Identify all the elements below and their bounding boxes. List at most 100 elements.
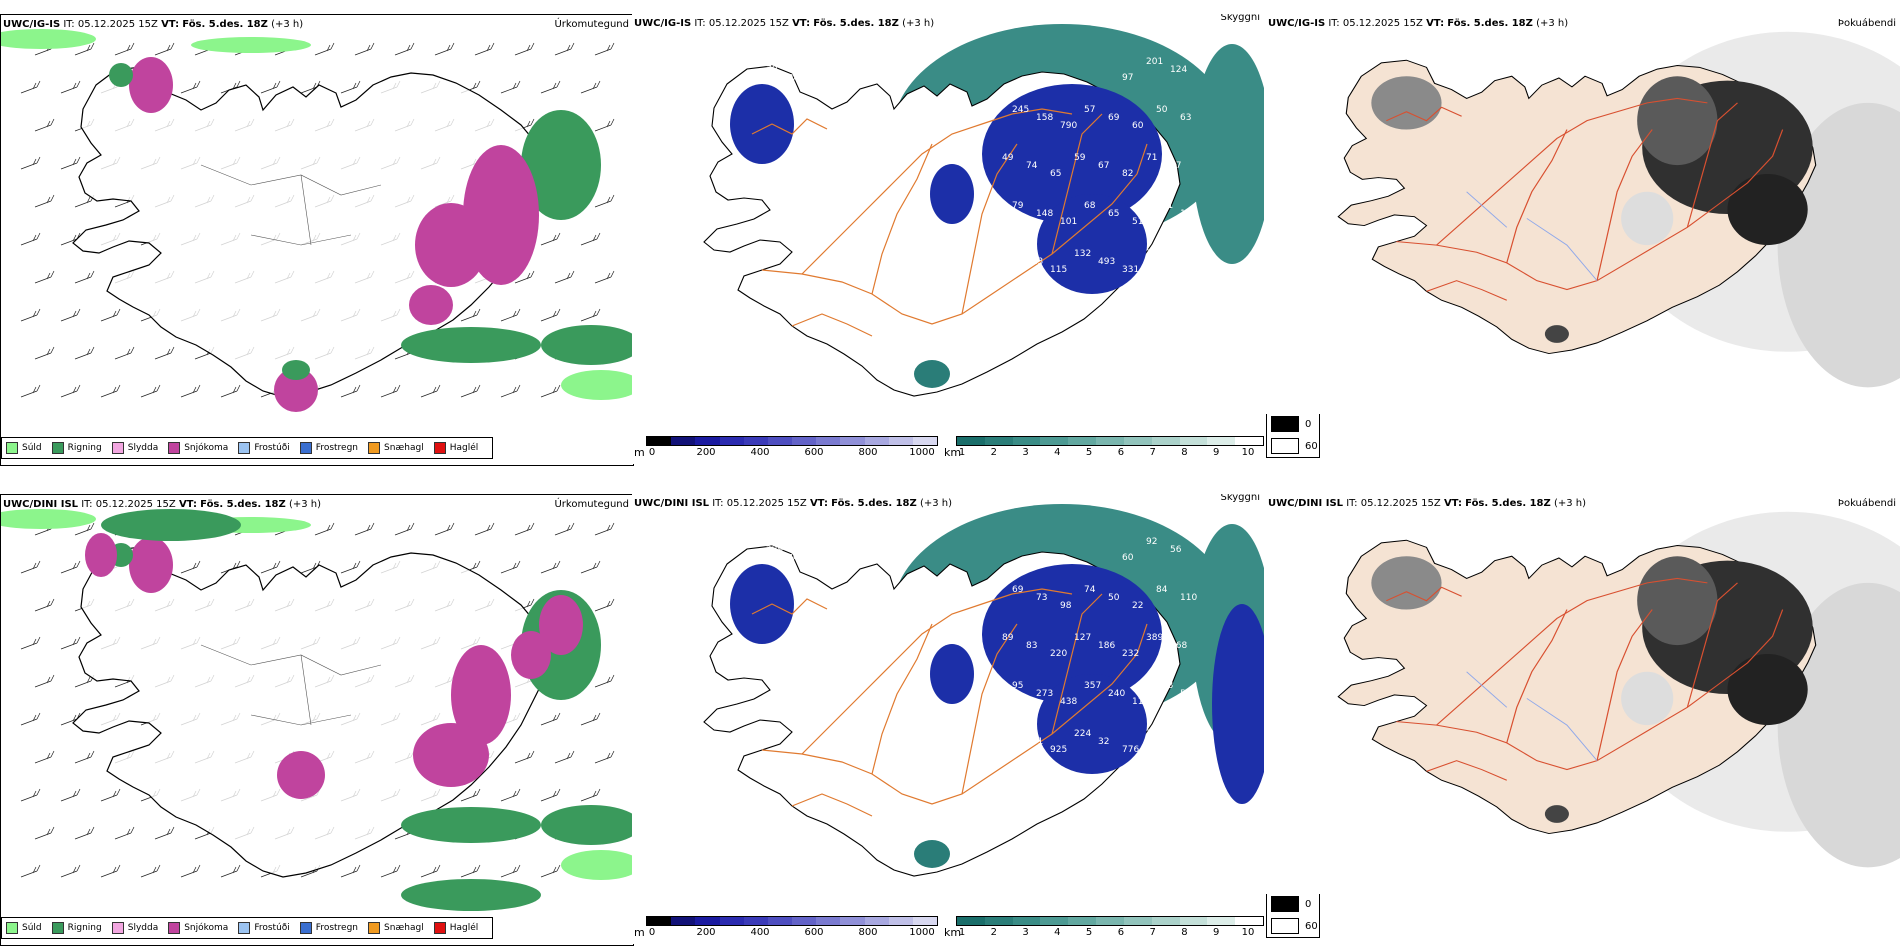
colorbar-cell [1012, 437, 1041, 445]
panel-title: Þokuábendi [1837, 18, 1896, 29]
elevation-label: 57 [1002, 729, 1013, 739]
rain-area [541, 805, 633, 845]
colorbar-tick: 400 [750, 447, 770, 458]
wind-barb [594, 118, 615, 132]
wind-barb [60, 864, 81, 878]
wind-barb [500, 308, 521, 322]
colorbar-tick: 600 [804, 447, 824, 458]
snow-area [539, 595, 583, 655]
fog-legend-label: 60 [1305, 920, 1318, 932]
low-visibility-area [930, 644, 974, 704]
wind-barb [60, 80, 81, 94]
high-fog-index-area [1727, 654, 1808, 726]
colorbar-cell [1040, 437, 1069, 445]
colorbar-tick: 2 [990, 927, 997, 938]
elevation-label: 158 [1036, 113, 1053, 123]
legend-label: Snæhagl [384, 923, 424, 933]
colorbar-cell [816, 437, 841, 445]
high-fog-index-area [1637, 76, 1718, 166]
snow-area [409, 285, 453, 325]
legend-label: Slydda [127, 443, 159, 453]
wind-barb [474, 522, 495, 536]
road-line [801, 588, 1073, 755]
snow-area [129, 537, 173, 593]
fog-legend-row: 60 [1267, 435, 1319, 457]
colorbar-cell [984, 437, 1013, 445]
elevation-label: 74 [1084, 585, 1096, 595]
wind-barb [100, 384, 121, 398]
colorbar-cell [1235, 437, 1263, 445]
snow-area [451, 645, 511, 745]
wind-barb [74, 826, 95, 840]
road-line [1426, 280, 1508, 301]
drizzle-area [561, 370, 633, 400]
elevation-label: 146 [838, 65, 855, 75]
panel-title: Skyggni [1220, 494, 1260, 503]
visibility-colorbar: km 1 2 3 4 5 6 7 8 9 10 [944, 436, 1264, 464]
precip-type-panel-row2: UWC/DINI ISL IT: 05.12.2025 15Z VT: Fös.… [0, 494, 634, 946]
wind-barb [540, 384, 561, 398]
wind-barb [154, 42, 175, 56]
region-boundary [200, 164, 382, 246]
rain-area [541, 325, 633, 365]
wind-barb [20, 232, 41, 246]
road-line [871, 143, 933, 295]
road-line [1386, 586, 1462, 602]
wind-barb [460, 864, 481, 878]
wind-barb [34, 118, 55, 132]
wind-barb [500, 864, 521, 878]
colorbar-cell [888, 437, 913, 445]
elevation-label: 245 [1012, 105, 1029, 115]
colorbar-tick: 800 [858, 927, 878, 938]
wind-barb [60, 560, 81, 574]
colorbar-cell [719, 917, 744, 925]
fog-legend-swatch [1271, 918, 1299, 934]
elevation-label: 82 [1122, 169, 1133, 179]
elevation-label: 89 [1002, 633, 1014, 643]
snow-area [277, 751, 325, 799]
low-fog-index-area [1621, 191, 1674, 246]
wind-barb [314, 42, 335, 56]
wind-barb [460, 308, 481, 322]
panel-header: UWC/IG-IS IT: 05.12.2025 15Z VT: Fös. 5.… [1268, 18, 1569, 29]
wind-barb [500, 80, 521, 94]
wind-barb [540, 560, 561, 574]
wind-barb [500, 384, 521, 398]
reduced-visibility-area [1192, 44, 1264, 264]
wind-barb [34, 270, 55, 284]
colorbar-cells [956, 916, 1264, 926]
legend-label: Súld [22, 443, 42, 453]
legend-label: Haglél [449, 443, 479, 453]
precip-map-svg [1, 509, 633, 911]
fog-legend-row: 60 [1267, 915, 1319, 937]
region-boundary [200, 644, 382, 726]
precip-legend-item: Slydda [111, 442, 159, 454]
wind-barb [460, 788, 481, 802]
elevation-label: 503 [1180, 689, 1197, 699]
wind-barb [420, 384, 441, 398]
precip-legend-item: Frostregn [299, 922, 358, 934]
elevation-label: 80 [814, 57, 826, 67]
legend-label: Frostúði [254, 443, 290, 453]
colorbar-cell [1068, 437, 1097, 445]
elevation-label: 493 [1098, 257, 1115, 267]
elevation-label: 155 [1012, 297, 1029, 307]
wind-barb [154, 826, 175, 840]
colorbar-unit: km [944, 446, 962, 459]
elevation-label: 121 [1156, 201, 1173, 211]
legend-label: Slydda [127, 923, 159, 933]
wind-barb [180, 560, 201, 574]
elevation-label: 63 [1180, 113, 1191, 123]
legend-label: Frostúði [254, 923, 290, 933]
elevation-label: 110 [1180, 593, 1197, 603]
elevation-label: 83 [1026, 641, 1037, 651]
wind-barb [580, 308, 601, 322]
precip-type-panel-row1: UWC/IG-IS IT: 05.12.2025 15Z VT: Fös. 5.… [0, 14, 634, 466]
legend-swatch [299, 442, 312, 454]
colorbar-cell [743, 437, 768, 445]
colorbar-cell [984, 917, 1013, 925]
wind-barb [340, 384, 361, 398]
rain-area [521, 110, 601, 220]
colorbar-cell [767, 437, 793, 445]
elevation-label: 98 [1060, 601, 1072, 611]
